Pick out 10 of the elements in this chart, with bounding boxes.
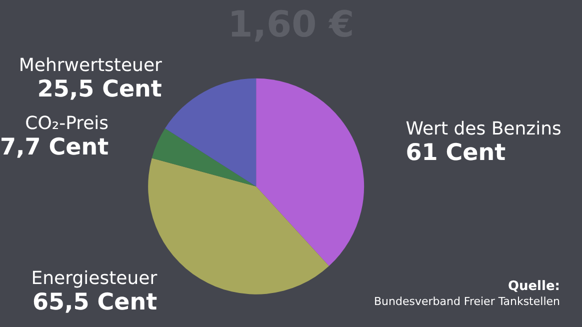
slice-label: Energiesteuer	[31, 268, 158, 289]
data-label: 25,5 Cent	[37, 76, 162, 103]
slice-label: Wert des Benzins	[406, 118, 562, 140]
source-note: Quelle:	[508, 279, 560, 294]
slice-label: CO₂-Preis	[25, 113, 109, 134]
data-label: 7,7 Cent	[0, 134, 109, 161]
text: Bundesverband Freier Tankstellen	[374, 295, 560, 308]
slice-label: Mehrwertsteuer	[18, 55, 163, 76]
data-label: 61 Cent	[406, 140, 506, 166]
data-label: 65,5 Cent	[32, 289, 158, 316]
